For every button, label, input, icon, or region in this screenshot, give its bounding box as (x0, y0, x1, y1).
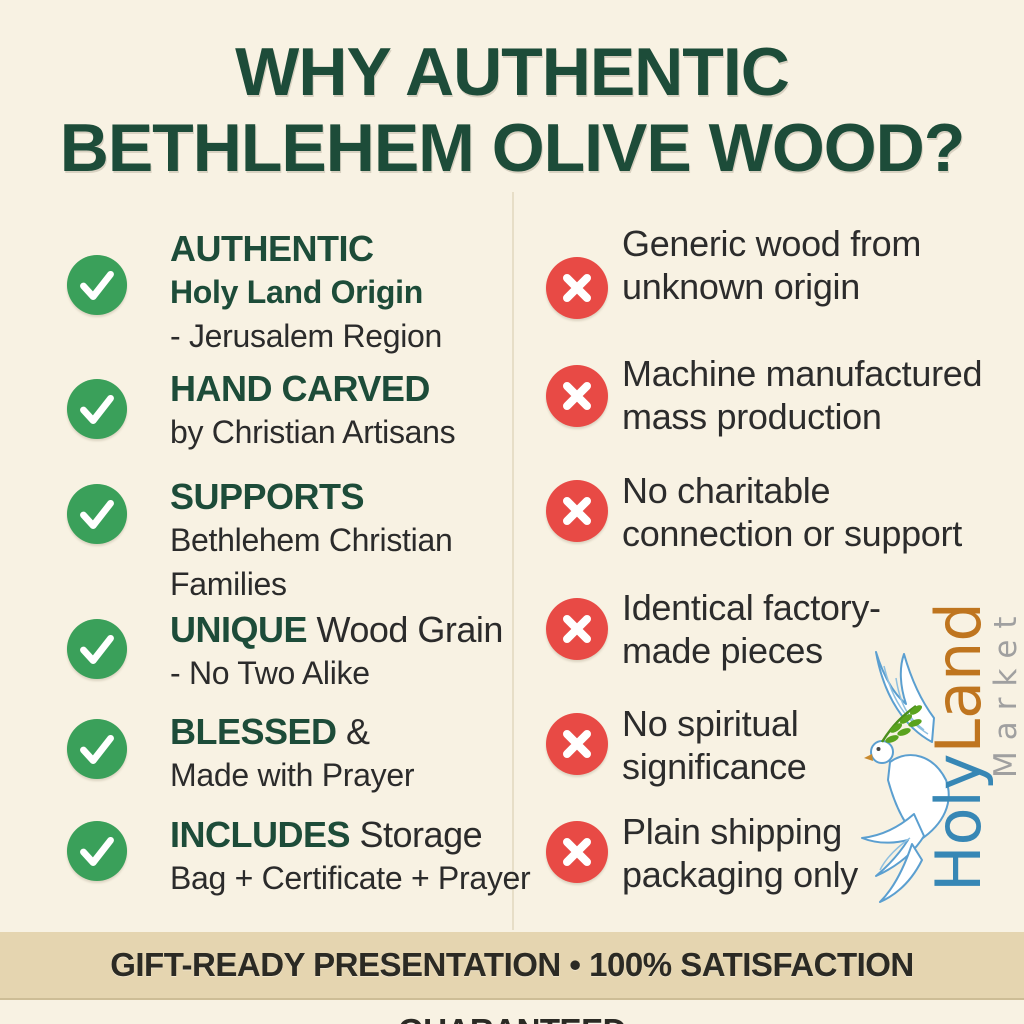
benefit-keyword-suffix: & (336, 711, 370, 752)
drawback-item: No spiritual significance (622, 702, 807, 788)
benefit-line2: Bag + Certificate + Prayer (170, 860, 531, 896)
benefit-line2: - No Two Alike (170, 655, 370, 691)
benefit-keyword-suffix: Storage (350, 814, 483, 855)
drawback-line1: No spiritual (622, 703, 799, 744)
drawback-line2: made pieces (622, 630, 823, 671)
benefit-line2: by Christian Artisans (170, 414, 456, 450)
benefit-item: HAND CARVED by Christian Artisans (170, 368, 456, 454)
logo-market-text: Market (988, 605, 1024, 778)
benefit-keyword: INCLUDES (170, 814, 351, 855)
cross-icon (545, 256, 609, 320)
drawback-item: No charitable connection or support (622, 469, 962, 555)
benefit-keyword: BLESSED (170, 711, 337, 752)
logo-land-text: Land (922, 602, 995, 754)
benefit-line2: Made with Prayer (170, 757, 415, 793)
footer-banner: GIFT-READY PRESENTATION • 100% SATISFACT… (0, 932, 1024, 1024)
benefit-line3: - Jerusalem Region (170, 318, 443, 354)
drawback-line2: unknown origin (622, 266, 860, 307)
cross-icon (545, 597, 609, 661)
benefit-item: SUPPORTS Bethlehem Christian Families (170, 476, 453, 606)
drawback-item: Identical factory- made pieces (622, 586, 881, 672)
drawback-line1: Identical factory- (622, 587, 881, 628)
benefit-keyword: HAND CARVED (170, 368, 430, 409)
benefit-item: UNIQUE Wood Grain - No Two Alike (170, 609, 503, 695)
check-icon (66, 820, 128, 882)
page-title: WHY AUTHENTIC BETHLEHEM OLIVE WOOD? (0, 34, 1024, 186)
footer-banner-text: GIFT-READY PRESENTATION • 100% SATISFACT… (110, 946, 914, 1024)
benefit-item: INCLUDES Storage Bag + Certificate + Pra… (170, 814, 531, 900)
drawback-item: Generic wood from unknown origin (622, 222, 921, 308)
benefit-item: BLESSED & Made with Prayer (170, 711, 414, 797)
cross-icon (545, 364, 609, 428)
drawback-line1: Generic wood from (622, 223, 922, 264)
column-divider (512, 192, 514, 930)
cross-icon (545, 479, 609, 543)
check-icon (66, 718, 128, 780)
logo-holyland-text: HolyLand (922, 602, 995, 892)
benefit-line2: Holy Land Origin (170, 274, 423, 310)
drawback-item: Plain shipping packaging only (622, 810, 858, 896)
benefit-line3: Families (170, 566, 287, 602)
drawback-item: Machine manufactured mass production (622, 352, 983, 438)
check-icon (66, 378, 128, 440)
drawback-line1: Plain shipping (622, 811, 842, 852)
drawback-line2: packaging only (622, 854, 858, 895)
benefit-keyword: SUPPORTS (170, 476, 365, 517)
check-icon (66, 483, 128, 545)
drawback-line1: Machine manufactured (622, 353, 983, 394)
benefit-keyword: UNIQUE (170, 609, 308, 650)
cross-icon (545, 712, 609, 776)
drawback-line2: significance (622, 746, 807, 787)
benefit-item: AUTHENTIC Holy Land Origin - Jerusalem R… (170, 228, 442, 358)
benefit-keyword: AUTHENTIC (170, 228, 374, 269)
dove-olive-branch-icon (861, 651, 950, 903)
benefit-line2: Bethlehem Christian (170, 522, 453, 558)
check-icon (66, 618, 128, 680)
cross-icon (545, 820, 609, 884)
drawback-line1: No charitable (622, 470, 831, 511)
drawback-line2: connection or support (622, 513, 962, 554)
logo-holy-text: Holy (922, 753, 995, 892)
benefit-keyword-suffix: Wood Grain (307, 609, 504, 650)
page-title-line1: WHY AUTHENTIC (235, 34, 790, 110)
drawback-line2: mass production (622, 396, 882, 437)
page-title-line2: BETHLEHEM OLIVE WOOD? (59, 110, 966, 186)
check-icon (66, 254, 128, 316)
